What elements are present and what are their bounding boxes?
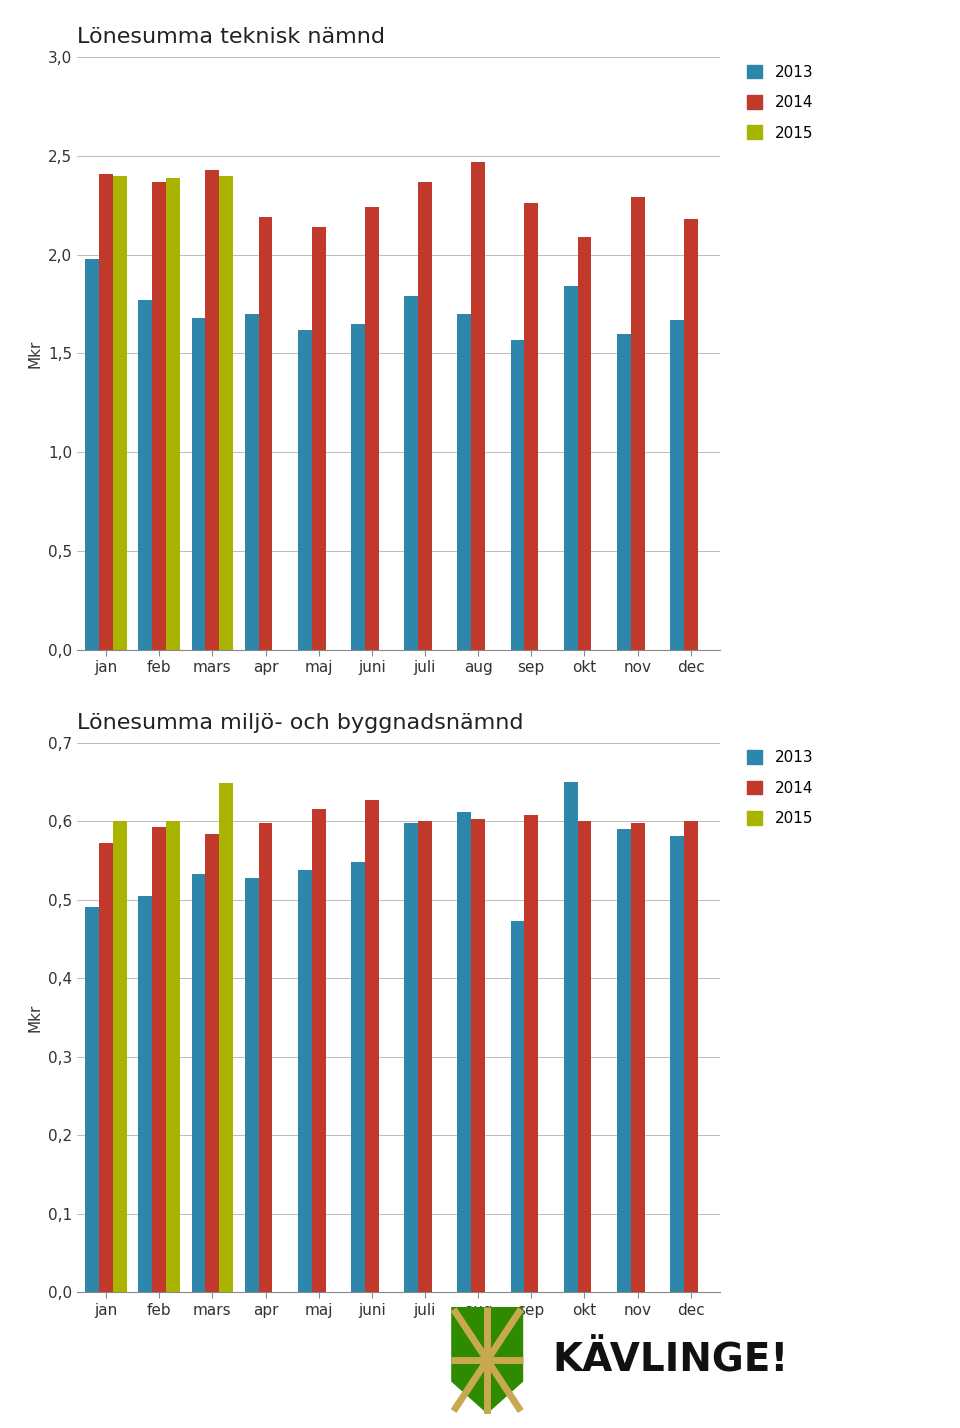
Bar xyxy=(418,181,432,650)
Bar xyxy=(511,340,524,650)
Bar xyxy=(113,176,127,650)
Bar xyxy=(365,207,379,650)
Bar xyxy=(564,286,578,650)
Bar xyxy=(670,835,684,1292)
Y-axis label: Mkr: Mkr xyxy=(27,340,42,367)
Bar xyxy=(524,815,539,1292)
Bar xyxy=(471,161,485,650)
Bar xyxy=(631,823,644,1292)
Bar xyxy=(219,176,233,650)
Bar xyxy=(365,800,379,1292)
Bar xyxy=(166,821,180,1292)
Bar xyxy=(684,218,698,650)
Bar xyxy=(457,314,471,650)
Text: Lönesumma teknisk nämnd: Lönesumma teknisk nämnd xyxy=(77,27,385,47)
Bar xyxy=(298,330,312,650)
Bar xyxy=(524,203,539,650)
Bar xyxy=(578,237,591,650)
Text: Lönesumma miljö- och byggnadsnämnd: Lönesumma miljö- och byggnadsnämnd xyxy=(77,713,523,733)
Bar xyxy=(404,823,418,1292)
Bar xyxy=(457,813,471,1292)
Bar xyxy=(138,300,153,650)
Bar xyxy=(631,197,644,650)
Bar xyxy=(153,181,166,650)
Bar xyxy=(99,174,113,650)
Bar xyxy=(564,783,578,1292)
Bar xyxy=(670,320,684,650)
Bar xyxy=(312,227,325,650)
Bar xyxy=(258,217,273,650)
Bar xyxy=(684,821,698,1292)
Bar xyxy=(258,824,273,1292)
Bar xyxy=(351,863,365,1292)
Bar xyxy=(99,843,113,1292)
Bar xyxy=(192,874,205,1292)
Bar xyxy=(85,908,99,1292)
Bar xyxy=(192,318,205,650)
Bar xyxy=(153,827,166,1292)
Polygon shape xyxy=(451,1307,523,1414)
Bar xyxy=(617,334,631,650)
Bar xyxy=(113,821,127,1292)
Bar xyxy=(418,821,432,1292)
Bar xyxy=(219,784,233,1292)
Y-axis label: Mkr: Mkr xyxy=(27,1004,42,1031)
Bar xyxy=(166,177,180,650)
Bar xyxy=(205,834,219,1292)
Legend: 2013, 2014, 2015: 2013, 2014, 2015 xyxy=(747,64,813,140)
Bar xyxy=(578,821,591,1292)
Bar xyxy=(312,810,325,1292)
Bar xyxy=(298,870,312,1292)
Bar xyxy=(245,878,258,1292)
Bar xyxy=(138,895,153,1292)
Legend: 2013, 2014, 2015: 2013, 2014, 2015 xyxy=(747,750,813,825)
Text: KÄVLINGE!: KÄVLINGE! xyxy=(552,1341,788,1379)
Bar xyxy=(205,170,219,650)
Bar xyxy=(617,828,631,1292)
Bar xyxy=(511,921,524,1292)
Bar xyxy=(85,258,99,650)
Bar xyxy=(404,296,418,650)
Bar xyxy=(245,314,258,650)
Bar xyxy=(351,324,365,650)
Bar xyxy=(471,818,485,1292)
